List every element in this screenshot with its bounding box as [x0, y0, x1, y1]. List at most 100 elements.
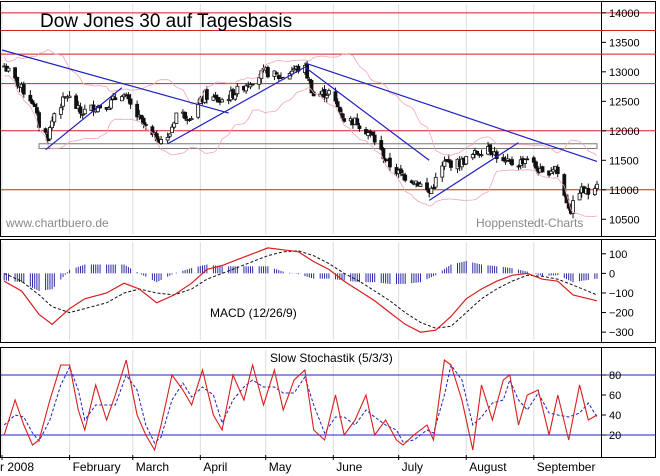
candle-body	[503, 160, 508, 163]
x-tick-label-4: May	[269, 460, 292, 474]
candle-body	[425, 182, 429, 191]
candle-body	[30, 100, 35, 105]
candle-body	[220, 99, 225, 103]
candle-body	[196, 104, 201, 118]
macd-ytick-label-0: 100	[609, 249, 627, 261]
candle-body	[366, 132, 371, 137]
band-lower	[4, 74, 598, 217]
stochastic-frame	[0, 347, 656, 458]
stochastic-ytick-label-0: 80	[609, 370, 621, 382]
x-axis: r 2008 February March April May June July Augus…	[0, 455, 595, 474]
candle-body	[540, 166, 545, 173]
trend-line-2	[167, 66, 306, 145]
stochastic-k-line	[3, 358, 598, 452]
candle-body	[215, 97, 220, 103]
candle-body	[388, 157, 392, 168]
price-ytick-label-2: 11500	[609, 155, 639, 167]
candle-body	[429, 187, 434, 194]
candle-body	[159, 139, 164, 144]
stochastic-ytick-label-2: 40	[609, 410, 621, 422]
trend-line-5	[428, 142, 519, 201]
price-ytick-label-4: 12500	[609, 96, 640, 108]
candle-body	[337, 106, 342, 113]
candle-body	[464, 156, 469, 165]
candle-body	[586, 188, 591, 195]
candle-body	[250, 83, 255, 86]
stochastic-ytick-label-1: 60	[609, 390, 621, 402]
candle-body	[505, 158, 510, 161]
candle-body	[409, 180, 414, 183]
candle-body	[551, 168, 556, 173]
candle-body	[335, 101, 340, 108]
candle-body	[403, 174, 408, 181]
candle-body	[187, 119, 192, 121]
candle-body	[479, 154, 484, 157]
candle-body	[442, 160, 447, 167]
candle-body	[82, 108, 87, 115]
candle-body	[418, 183, 423, 187]
stochastic-panel: 80 60 40 20	[0, 347, 656, 458]
x-tick-label-3: April	[203, 460, 227, 474]
candle-body	[370, 131, 375, 136]
macd-ytick-label-4: −300	[609, 327, 634, 339]
candle-body	[165, 136, 170, 141]
watermark-hoppenstedt: Hoppenstedt-Charts	[476, 216, 583, 230]
candle-body	[141, 117, 146, 125]
candle-body	[50, 120, 55, 129]
candle-body	[309, 79, 314, 94]
candle-body	[372, 134, 377, 143]
candle-body	[235, 85, 240, 95]
candle-body	[327, 90, 331, 95]
candle-body	[379, 140, 384, 150]
candle-body	[470, 154, 475, 159]
candle-body	[274, 72, 279, 75]
candle-body	[106, 107, 111, 110]
candle-body	[501, 157, 506, 162]
candle-body	[21, 84, 26, 95]
candle-body	[109, 99, 113, 109]
candle-body	[13, 67, 17, 79]
price-ytick-label-0: 10500	[609, 214, 640, 226]
candle-body	[342, 118, 347, 122]
candle-body	[204, 89, 209, 100]
candle-body	[34, 107, 39, 114]
candle-body	[74, 95, 79, 109]
candle-body	[355, 118, 360, 126]
candle-body	[333, 91, 338, 102]
band-upper	[3, 49, 598, 157]
candle-body	[52, 113, 57, 123]
candle-body	[475, 150, 480, 155]
candle-body	[305, 64, 310, 79]
candle-body	[292, 68, 296, 71]
x-tick-label-0: r 2008	[0, 460, 34, 474]
candle-body	[231, 89, 235, 99]
candle-body	[119, 96, 124, 102]
candle-body	[37, 112, 41, 128]
watermark-chartbuero: www.chartbuero.de	[5, 216, 109, 230]
candle-body	[78, 106, 83, 114]
candle-body	[143, 123, 148, 126]
candle-body	[48, 127, 52, 140]
x-tick-label-5: June	[336, 460, 362, 474]
candle-body	[128, 98, 133, 105]
price-frame	[0, 1, 656, 237]
price-panel: 10500 11000 11500 12000 12500 13000 13500 14000	[0, 1, 656, 237]
candle-body	[516, 165, 521, 168]
candle-body	[549, 170, 554, 174]
x-tick-label-1: February	[73, 460, 121, 474]
trend-line-0	[1, 49, 229, 114]
candle-body	[257, 77, 262, 85]
candle-body	[244, 85, 249, 92]
macd-signal-line	[3, 250, 598, 329]
candle-body	[571, 200, 575, 214]
macd-ytick-label-2: −100	[609, 288, 634, 300]
candle-body	[15, 77, 20, 87]
candle-body	[233, 94, 238, 100]
candle-body	[248, 84, 253, 88]
candle-body	[43, 128, 48, 133]
candle-body	[357, 125, 362, 129]
price-ytick-label-1: 11000	[609, 185, 639, 197]
macd-panel: 100 0 −100 −200 −300	[0, 239, 656, 343]
candle-body	[592, 188, 597, 195]
